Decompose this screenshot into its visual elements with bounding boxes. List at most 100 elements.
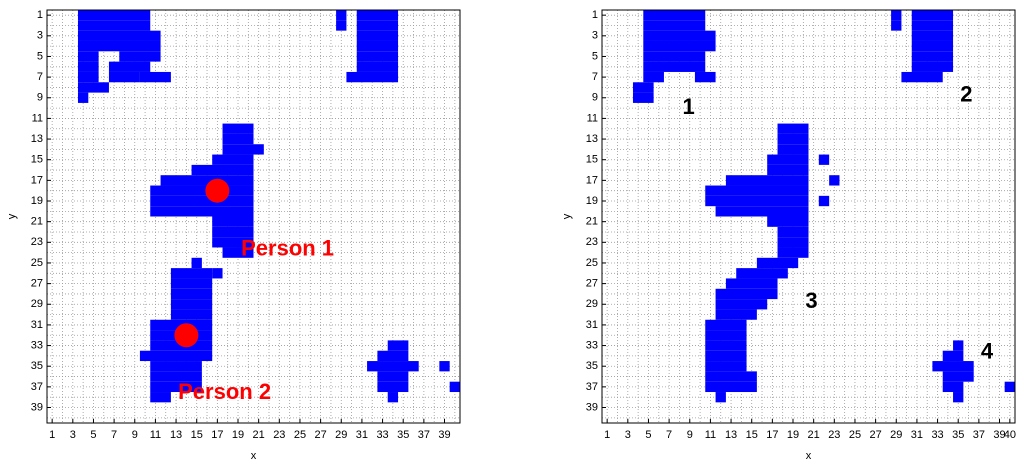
occupied-cells [77, 92, 89, 103]
x-tick-label: 27 [314, 429, 326, 441]
occupied-cells [346, 71, 399, 83]
occupied-cells [777, 123, 809, 134]
occupied-cells [942, 371, 974, 382]
y-tick-label: 3 [37, 30, 43, 42]
y-axis-label: y [6, 213, 18, 219]
y-tick-label: 21 [31, 216, 43, 228]
x-tick-label: 13 [725, 429, 737, 441]
occupied-cells [377, 381, 409, 393]
y-tick-label: 11 [32, 112, 43, 124]
occupied-cells [715, 392, 726, 403]
occupied-cells [777, 144, 809, 155]
occupied-cells [150, 361, 202, 372]
y-tick-label: 33 [31, 339, 43, 351]
x-tick-label: 27 [869, 429, 881, 441]
y-tick-label: 39 [586, 401, 598, 413]
occupied-cells [77, 30, 161, 41]
plot-frame [601, 9, 1016, 424]
y-tick-label: 19 [586, 195, 598, 207]
y-tick-label: 9 [592, 92, 598, 104]
x-tick-label: 9 [687, 429, 693, 441]
occupied-cells [725, 175, 809, 186]
occupied-cells [911, 30, 954, 41]
y-tick-label: 9 [37, 92, 43, 104]
occupied-cells [212, 154, 254, 165]
occupied-cells [705, 330, 747, 341]
y-tick-label: 1 [37, 9, 43, 21]
occupied-cells [942, 381, 964, 393]
occupied-cells [160, 175, 254, 186]
occupied-cells [911, 20, 954, 31]
occupied-cells [705, 350, 747, 362]
y-tick-label: 35 [586, 360, 598, 372]
y-tick-label: 23 [31, 236, 43, 248]
occupied-cells [777, 237, 809, 248]
occupied-cells [829, 175, 840, 186]
occupied-cells [356, 10, 399, 21]
occupied-cells [953, 392, 964, 403]
x-tick-label: 39 [438, 429, 450, 441]
occupied-cells [901, 71, 943, 83]
occupied-cells [891, 10, 902, 21]
occupied-cells [694, 71, 716, 83]
plot-frame [46, 9, 461, 424]
occupied-cells [170, 309, 213, 320]
x-tick-label: 40 [1004, 429, 1016, 441]
occupied-cells [705, 381, 757, 393]
occupied-cells [191, 257, 202, 269]
occupied-cells [715, 309, 757, 320]
occupied-cells [705, 371, 757, 382]
occupied-cells [643, 40, 716, 52]
y-tick-label: 19 [31, 195, 43, 207]
occupied-cells [643, 30, 716, 41]
x-tick-label: 15 [746, 429, 758, 441]
occupied-cells [777, 226, 809, 238]
x-tick-label: 11 [705, 429, 716, 441]
occupied-cells [767, 216, 809, 227]
occupied-cells [725, 278, 778, 289]
occupied-cells [150, 206, 254, 217]
x-tick-label: 29 [890, 429, 902, 441]
occupied-cells [356, 20, 399, 31]
y-tick-label: 27 [586, 278, 598, 290]
y-tick-label: 23 [586, 236, 598, 248]
y-tick-label: 7 [37, 71, 43, 83]
occupied-cells [756, 257, 799, 269]
y-tick-label: 33 [586, 339, 598, 351]
occupied-cells [643, 10, 706, 21]
occupied-cells [932, 361, 974, 372]
occupied-cells [77, 61, 99, 72]
x-tick-label: 5 [645, 429, 651, 441]
occupied-cells [77, 82, 109, 93]
occupied-cells [150, 392, 171, 403]
occupied-cells [222, 144, 264, 155]
y-tick-label: 13 [586, 133, 598, 145]
occupied-cells [336, 10, 347, 21]
occupied-cells [77, 71, 99, 83]
x-tick-label: 37 [973, 429, 985, 441]
x-tick-label: 33 [931, 429, 943, 441]
y-tick-label: 11 [587, 112, 598, 124]
occupied-cells [705, 319, 747, 331]
y-tick-label: 29 [586, 298, 598, 310]
y-tick-label: 31 [31, 319, 43, 331]
occupied-cells [632, 92, 654, 103]
x-tick-label: 25 [849, 429, 861, 441]
occupied-cells [767, 164, 809, 176]
x-axis-label: x [251, 450, 257, 462]
x-tick-label: 3 [70, 429, 76, 441]
centroid-marker [205, 178, 230, 203]
x-tick-label: 21 [253, 429, 265, 441]
occupied-cells [942, 350, 964, 362]
occupied-cells [356, 30, 399, 41]
occupied-cells [212, 226, 254, 238]
x-axis-label: x [806, 450, 812, 462]
occupied-cells [736, 268, 788, 279]
y-axis-label: y [561, 213, 573, 219]
occupied-cells [377, 350, 409, 362]
x-tick-label: 3 [625, 429, 631, 441]
annotation: 4 [981, 339, 994, 364]
x-tick-label: 19 [787, 429, 799, 441]
y-tick-label: 17 [586, 174, 598, 186]
occupied-cells [705, 185, 809, 196]
